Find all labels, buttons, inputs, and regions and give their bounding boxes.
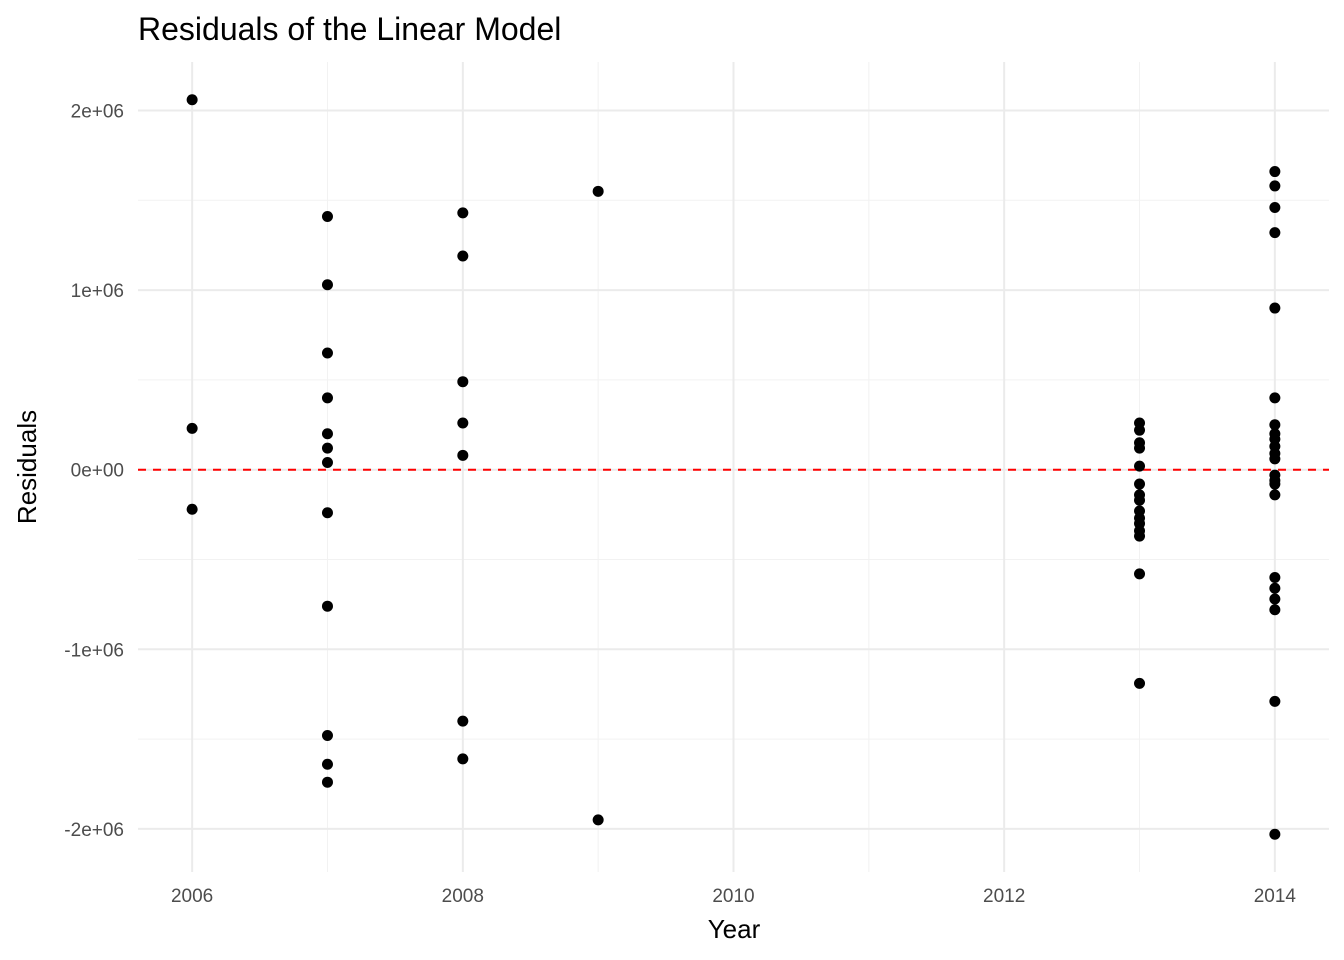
data-point	[1269, 604, 1281, 616]
y-axis-title: Residuals	[12, 410, 42, 524]
data-point	[1269, 489, 1281, 501]
data-point	[1269, 593, 1281, 605]
data-point	[457, 449, 469, 461]
data-point	[1134, 568, 1146, 580]
data-point	[1134, 424, 1146, 436]
data-point	[1269, 201, 1281, 213]
data-point	[1269, 828, 1281, 840]
y-tick-label: 2e+06	[71, 101, 124, 122]
data-point	[1269, 180, 1281, 192]
x-axis-tick-labels: 2006 2008 2010 2012 2014	[171, 886, 1296, 907]
data-point	[1134, 677, 1146, 689]
data-point	[321, 347, 333, 359]
data-point	[321, 730, 333, 742]
x-tick-label: 2010	[712, 886, 754, 907]
x-axis-title: Year	[708, 914, 761, 944]
data-point	[1134, 442, 1146, 454]
data-point	[321, 507, 333, 519]
x-tick-label: 2014	[1254, 886, 1297, 907]
data-point	[1269, 227, 1281, 239]
data-point	[321, 758, 333, 770]
y-tick-label: 0e+00	[71, 461, 124, 482]
major-gridlines	[138, 62, 1329, 872]
data-point	[457, 250, 469, 262]
data-point	[321, 428, 333, 440]
y-tick-label: -1e+06	[64, 640, 124, 661]
data-point	[457, 207, 469, 219]
data-point	[1269, 695, 1281, 707]
data-point	[592, 814, 604, 826]
data-points	[186, 94, 1281, 840]
data-point	[1134, 460, 1146, 472]
x-tick-label: 2008	[442, 886, 484, 907]
data-point	[457, 417, 469, 429]
data-point	[457, 376, 469, 388]
data-point	[186, 422, 198, 434]
data-point	[1269, 392, 1281, 404]
y-tick-label: 1e+06	[71, 281, 124, 302]
data-point	[321, 392, 333, 404]
data-point	[457, 715, 469, 727]
data-point	[1134, 530, 1146, 542]
data-point	[1269, 419, 1281, 431]
data-point	[592, 185, 604, 197]
data-point	[1269, 582, 1281, 594]
data-point	[1269, 166, 1281, 178]
data-point	[321, 776, 333, 788]
y-tick-label: -2e+06	[64, 820, 124, 841]
data-point	[1134, 478, 1146, 490]
data-point	[321, 600, 333, 612]
data-point	[1269, 571, 1281, 583]
data-point	[457, 753, 469, 765]
x-tick-label: 2006	[171, 886, 213, 907]
y-axis-tick-labels: -2e+06 -1e+06 0e+00 1e+06 2e+06	[64, 101, 124, 840]
data-point	[1269, 453, 1281, 465]
data-point	[321, 442, 333, 454]
data-point	[1134, 494, 1146, 506]
data-point	[186, 94, 198, 106]
data-point	[186, 503, 198, 515]
data-point	[1269, 478, 1281, 490]
chart-title: Residuals of the Linear Model	[138, 11, 561, 47]
data-point	[321, 279, 333, 291]
x-tick-label: 2012	[983, 886, 1025, 907]
data-point	[321, 210, 333, 222]
data-point	[321, 457, 333, 469]
data-point	[1269, 302, 1281, 314]
